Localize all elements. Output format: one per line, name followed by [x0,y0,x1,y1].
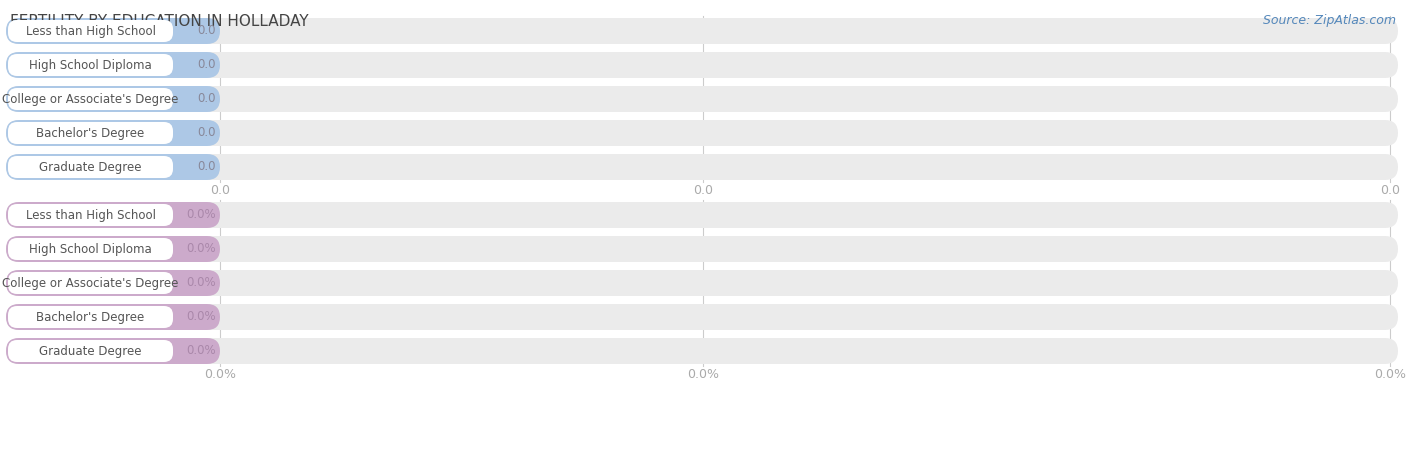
Text: Source: ZipAtlas.com: Source: ZipAtlas.com [1263,14,1396,27]
FancyBboxPatch shape [8,238,173,260]
FancyBboxPatch shape [6,202,219,228]
Text: 0.0%: 0.0% [204,368,236,381]
FancyBboxPatch shape [6,236,219,262]
FancyBboxPatch shape [8,340,173,362]
Text: FERTILITY BY EDUCATION IN HOLLADAY: FERTILITY BY EDUCATION IN HOLLADAY [10,14,309,29]
Text: College or Associate's Degree: College or Associate's Degree [3,277,179,289]
Text: Less than High School: Less than High School [25,208,156,221]
Text: Graduate Degree: Graduate Degree [39,160,142,173]
Text: 0.0%: 0.0% [688,368,718,381]
Text: 0.0: 0.0 [197,127,217,139]
FancyBboxPatch shape [6,52,219,78]
FancyBboxPatch shape [8,20,173,42]
Text: 0.0%: 0.0% [187,242,217,256]
FancyBboxPatch shape [6,18,219,44]
FancyBboxPatch shape [6,86,219,112]
FancyBboxPatch shape [8,156,173,178]
Text: 0.0: 0.0 [693,184,713,197]
Text: 0.0%: 0.0% [187,310,217,324]
FancyBboxPatch shape [6,120,1398,146]
Text: 0.0%: 0.0% [187,277,217,289]
Text: 0.0: 0.0 [197,24,217,38]
Text: 0.0: 0.0 [197,59,217,71]
Text: 0.0: 0.0 [197,92,217,106]
FancyBboxPatch shape [8,122,173,144]
FancyBboxPatch shape [6,304,1398,330]
FancyBboxPatch shape [6,202,1398,228]
FancyBboxPatch shape [6,52,1398,78]
FancyBboxPatch shape [8,204,173,226]
Text: 0.0%: 0.0% [187,345,217,357]
Text: 0.0: 0.0 [1381,184,1400,197]
Text: 0.0%: 0.0% [1374,368,1406,381]
FancyBboxPatch shape [8,88,173,110]
FancyBboxPatch shape [6,236,1398,262]
FancyBboxPatch shape [8,272,173,294]
Text: Less than High School: Less than High School [25,24,156,38]
Text: 0.0: 0.0 [197,160,217,173]
FancyBboxPatch shape [6,154,1398,180]
FancyBboxPatch shape [8,54,173,76]
FancyBboxPatch shape [6,120,219,146]
FancyBboxPatch shape [6,338,219,364]
FancyBboxPatch shape [6,86,1398,112]
FancyBboxPatch shape [6,18,1398,44]
FancyBboxPatch shape [6,270,1398,296]
Text: College or Associate's Degree: College or Associate's Degree [3,92,179,106]
FancyBboxPatch shape [8,306,173,328]
Text: Bachelor's Degree: Bachelor's Degree [37,127,145,139]
FancyBboxPatch shape [6,270,219,296]
Text: 0.0%: 0.0% [187,208,217,221]
Text: Bachelor's Degree: Bachelor's Degree [37,310,145,324]
FancyBboxPatch shape [6,338,1398,364]
Text: Graduate Degree: Graduate Degree [39,345,142,357]
FancyBboxPatch shape [6,304,219,330]
FancyBboxPatch shape [6,154,219,180]
Text: 0.0: 0.0 [209,184,231,197]
Text: High School Diploma: High School Diploma [30,242,152,256]
Text: High School Diploma: High School Diploma [30,59,152,71]
